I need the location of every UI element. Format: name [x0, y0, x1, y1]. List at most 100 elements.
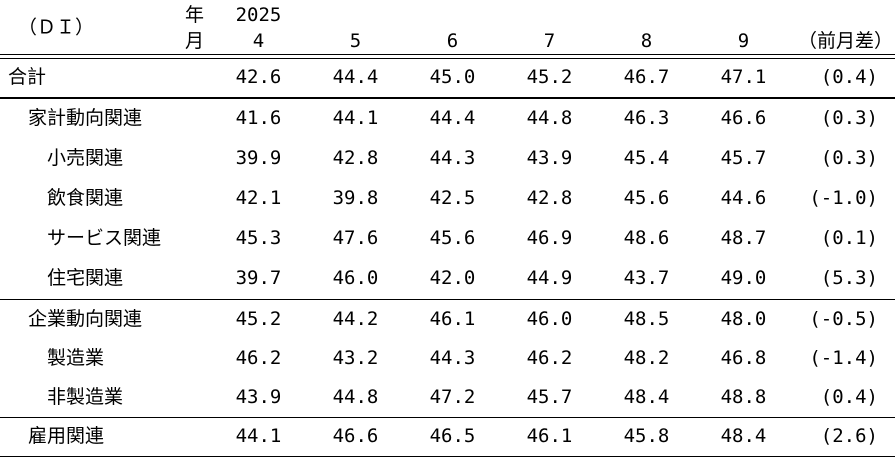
value-cell: 47.1 — [720, 66, 767, 89]
diff-cell: (0.4) — [820, 385, 878, 408]
value-cell: 46.8 — [720, 346, 767, 369]
row-label: 雇用関連 — [28, 425, 105, 448]
row-label: 飲食関連 — [47, 187, 124, 210]
value-cell: 42.1 — [235, 187, 282, 210]
month-header: 5 — [349, 29, 362, 52]
diff-cell: (0.4) — [820, 66, 878, 89]
value-cell: 42.8 — [526, 187, 573, 210]
row-label: 非製造業 — [47, 385, 124, 408]
table-row: 合計 42.6 44.4 45.0 45.2 46.7 47.1 (0.4) — [0, 59, 895, 97]
diff-cell: (-1.4) — [809, 346, 878, 369]
value-cell: 42.8 — [332, 147, 379, 170]
value-cell: 43.9 — [235, 385, 282, 408]
month-header: 7 — [543, 29, 556, 52]
value-cell: 44.8 — [526, 107, 573, 130]
month-header: 8 — [640, 29, 653, 52]
value-cell: 46.6 — [720, 107, 767, 130]
row-label: 合計 — [8, 66, 47, 89]
value-cell: 44.1 — [332, 107, 379, 130]
row-label: 企業動向関連 — [28, 307, 143, 330]
value-cell: 44.1 — [235, 425, 282, 448]
value-cell: 46.5 — [429, 425, 476, 448]
diff-cell: (-0.5) — [809, 307, 878, 330]
table-row: 小売関連 39.9 42.8 44.3 43.9 45.4 45.7 (0.3) — [0, 139, 895, 179]
diff-cell: (0.3) — [820, 147, 878, 170]
value-cell: 45.7 — [720, 147, 767, 170]
table-row: 飲食関連 42.1 39.8 42.5 42.8 45.6 44.6 (-1.0… — [0, 179, 895, 219]
year-value: 2025 — [235, 3, 282, 26]
value-cell: 48.4 — [720, 425, 767, 448]
table-row: 製造業 46.2 43.2 44.3 46.2 48.2 46.8 (-1.4) — [0, 339, 895, 378]
value-cell: 44.2 — [332, 307, 379, 330]
value-cell: 46.3 — [623, 107, 670, 130]
value-cell: 44.9 — [526, 267, 573, 290]
value-cell: 44.8 — [332, 385, 379, 408]
value-cell: 48.0 — [720, 307, 767, 330]
value-cell: 39.7 — [235, 267, 282, 290]
value-cell: 43.9 — [526, 147, 573, 170]
table-row: サービス関連 45.3 47.6 45.6 46.9 48.6 48.7 (0.… — [0, 219, 895, 259]
table-row: 雇用関連 44.1 46.6 46.5 46.1 45.8 48.4 (2.6) — [0, 418, 895, 456]
row-label: 住宅関連 — [47, 267, 124, 290]
di-unit-label: （ＤＩ） — [18, 16, 95, 39]
row-label: 家計動向関連 — [28, 107, 143, 130]
month-header: 6 — [446, 29, 459, 52]
year-header-row: 年 2025 — [0, 2, 895, 28]
value-cell: 42.6 — [235, 66, 282, 89]
value-cell: 41.6 — [235, 107, 282, 130]
month-header: 4 — [252, 29, 265, 52]
value-cell: 39.8 — [332, 187, 379, 210]
value-cell: 43.2 — [332, 346, 379, 369]
value-cell: 46.9 — [526, 227, 573, 250]
value-cell: 45.3 — [235, 227, 282, 250]
value-cell: 45.7 — [526, 385, 573, 408]
value-cell: 39.9 — [235, 147, 282, 170]
value-cell: 45.6 — [623, 187, 670, 210]
table-row: 住宅関連 39.7 46.0 42.0 44.9 43.7 49.0 (5.3) — [0, 259, 895, 299]
bottom-rule — [0, 455, 895, 457]
month-row-label: 月 — [184, 29, 204, 52]
value-cell: 44.4 — [429, 107, 476, 130]
value-cell: 46.2 — [526, 346, 573, 369]
value-cell: 42.0 — [429, 267, 476, 290]
value-cell: 44.6 — [720, 187, 767, 210]
header-double-rule — [0, 54, 895, 59]
diff-cell: (0.1) — [820, 227, 878, 250]
value-cell: 44.4 — [332, 66, 379, 89]
value-cell: 45.0 — [429, 66, 476, 89]
section-rule — [0, 96, 895, 99]
table-header: （ＤＩ） 年 2025 月 4 5 6 7 8 9 （前月差） — [0, 2, 895, 54]
value-cell: 48.4 — [623, 385, 670, 408]
value-cell: 45.4 — [623, 147, 670, 170]
diff-cell: (0.3) — [820, 107, 878, 130]
diff-cell: (-1.0) — [809, 187, 878, 210]
value-cell: 46.2 — [235, 346, 282, 369]
diff-header: （前月差） — [797, 29, 893, 52]
value-cell: 46.0 — [332, 267, 379, 290]
value-cell: 46.6 — [332, 425, 379, 448]
value-cell: 43.7 — [623, 267, 670, 290]
value-cell: 46.0 — [526, 307, 573, 330]
value-cell: 46.1 — [429, 307, 476, 330]
value-cell: 45.2 — [235, 307, 282, 330]
value-cell: 45.2 — [526, 66, 573, 89]
row-label: 小売関連 — [47, 147, 124, 170]
value-cell: 46.7 — [623, 66, 670, 89]
value-cell: 48.7 — [720, 227, 767, 250]
diff-cell: (5.3) — [820, 267, 878, 290]
year-row-label: 年 — [184, 3, 204, 26]
month-header: 9 — [737, 29, 750, 52]
value-cell: 48.6 — [623, 227, 670, 250]
value-cell: 49.0 — [720, 267, 767, 290]
table-row: 企業動向関連 45.2 44.2 46.1 46.0 48.5 48.0 (-0… — [0, 300, 895, 339]
row-label: 製造業 — [47, 346, 105, 369]
value-cell: 47.6 — [332, 227, 379, 250]
table-row: 非製造業 43.9 44.8 47.2 45.7 48.4 48.8 (0.4) — [0, 378, 895, 417]
diff-cell: (2.6) — [820, 425, 878, 448]
value-cell: 45.6 — [429, 227, 476, 250]
value-cell: 48.5 — [623, 307, 670, 330]
value-cell: 48.2 — [623, 346, 670, 369]
month-header-row: 月 4 5 6 7 8 9 （前月差） — [0, 28, 895, 54]
value-cell: 45.8 — [623, 425, 670, 448]
